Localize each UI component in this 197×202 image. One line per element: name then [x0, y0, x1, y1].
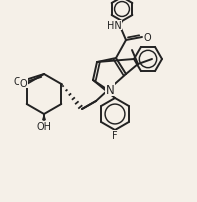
Text: O: O	[13, 77, 21, 87]
Text: F: F	[112, 130, 118, 140]
Text: N: N	[106, 83, 114, 96]
Polygon shape	[43, 115, 46, 120]
Text: O: O	[20, 79, 28, 88]
Text: OH: OH	[36, 121, 51, 131]
Text: O: O	[143, 33, 151, 43]
Text: HN: HN	[107, 21, 121, 31]
